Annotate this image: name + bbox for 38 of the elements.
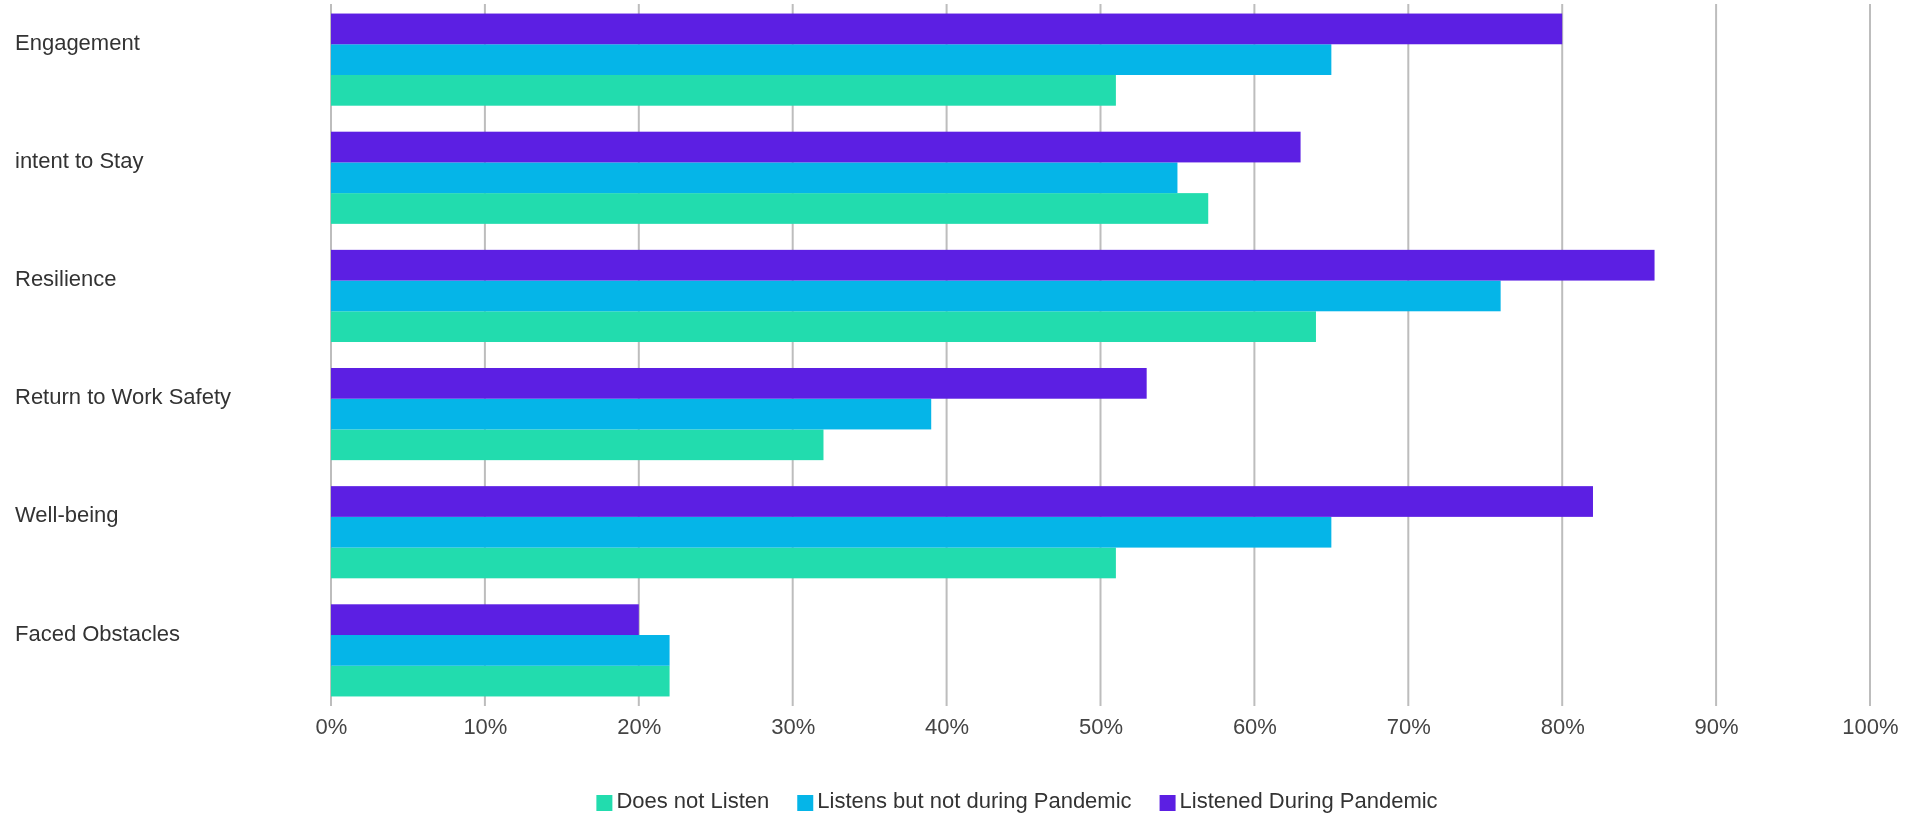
legend-label: Listened During Pandemic [1179,788,1438,813]
y-tick-label: Resilience [15,266,117,292]
bar [331,44,1332,75]
bar [331,131,1301,163]
x-tick-label: 30% [771,713,816,739]
bar [331,249,1655,281]
bar [331,429,824,461]
bar [331,604,639,636]
x-tick-label: 70% [1386,713,1431,739]
bar [331,368,1147,399]
bar [331,665,670,697]
bar [331,74,1116,106]
bar [331,162,1178,194]
bar [331,635,670,666]
bar [331,311,1316,342]
x-tick-label: 20% [617,713,662,739]
bar [331,280,1501,312]
x-tick-label: 0% [315,713,348,739]
y-tick-label: Engagement [15,29,140,55]
x-tick-label: 50% [1078,713,1124,739]
legend-label: Listens but not during Pandemic [817,788,1132,813]
bar [331,398,932,430]
x-tick-label: 90% [1694,713,1739,739]
y-tick-label: Return to Work Safety [15,384,232,410]
y-tick-label: Well-being [15,502,119,528]
x-tick-label: 40% [925,713,970,739]
x-tick-label: 100% [1842,713,1899,739]
x-tick-label: 80% [1540,713,1585,739]
bar [331,13,1563,45]
bar [331,516,1332,548]
legend-label: Does not Listen [616,788,770,813]
x-tick-label: 10% [463,713,508,739]
x-tick-label: 60% [1232,713,1277,739]
bar [331,547,1116,579]
bar [331,486,1593,517]
bar [331,193,1209,224]
y-tick-label: intent to Stay [15,147,144,173]
y-tick-label: Faced Obstacles [15,620,181,646]
